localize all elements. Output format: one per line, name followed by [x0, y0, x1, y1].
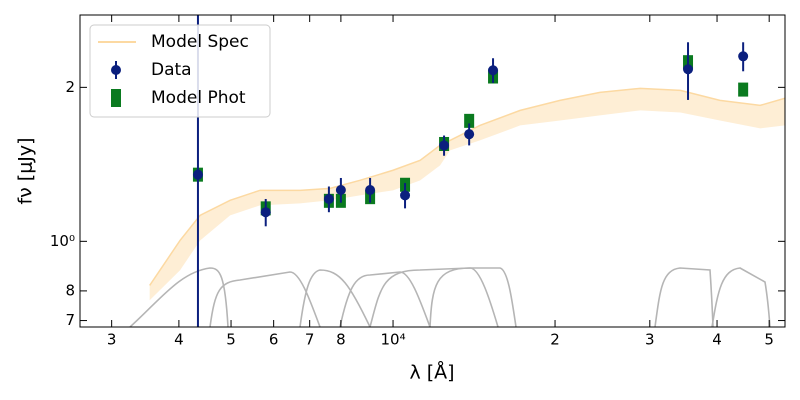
x-axis-label: λ [Å] [409, 361, 454, 384]
legend-box [89, 24, 271, 118]
data-point [464, 129, 475, 140]
data-point [365, 184, 376, 195]
legend-swatch [111, 65, 121, 75]
model-phot [738, 82, 749, 97]
x-tick-label: 5 [226, 331, 236, 349]
legend-label: Model Spec [151, 32, 249, 52]
legend-label: Data [151, 60, 192, 80]
x-tick-label: 2 [550, 331, 560, 349]
filter-curves [129, 267, 771, 327]
x-tick-label: 4 [174, 331, 184, 349]
y-tick-label: 2 [65, 78, 75, 96]
plot-frame [79, 14, 786, 328]
data-point [192, 169, 203, 180]
x-tick-label: 8 [336, 331, 346, 349]
x-tick-label: 3 [645, 331, 655, 349]
data-point [488, 65, 499, 76]
data-point [260, 207, 271, 218]
model-spec-band [149, 88, 785, 301]
data-point [738, 51, 749, 62]
y-tick-label: 7 [65, 311, 75, 329]
model-phot [464, 113, 475, 128]
x-tick-label: 4 [712, 331, 722, 349]
data-point [683, 64, 694, 75]
data-point [335, 184, 346, 195]
x-tick-label: 10⁴ [380, 331, 405, 349]
data-point [439, 140, 450, 151]
legend-label: Model Phot [151, 88, 246, 108]
legend-swatch [111, 89, 121, 107]
x-tick-label: 3 [107, 331, 117, 349]
x-tick-label: 7 [305, 331, 315, 349]
y-axis-label: fν [μJy] [15, 137, 37, 204]
y-tick-label: 8 [65, 281, 75, 299]
y-tick-label: 10⁰ [50, 232, 75, 250]
data-point [323, 193, 334, 204]
x-tick-label: 6 [269, 331, 279, 349]
data-point [400, 190, 411, 201]
x-tick-label: 5 [764, 331, 774, 349]
